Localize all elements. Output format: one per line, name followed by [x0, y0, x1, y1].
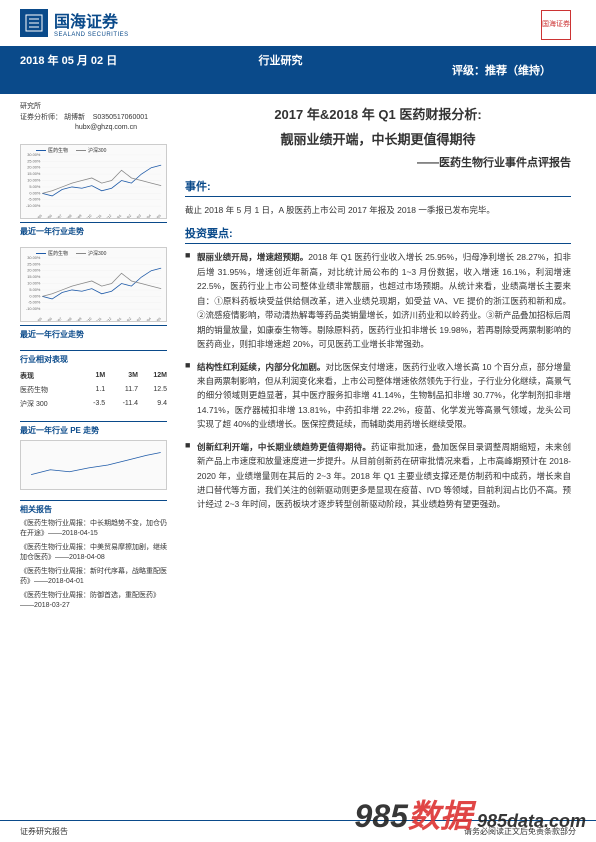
svg-text:-5.00%: -5.00%: [28, 300, 41, 304]
table-row: 医药生物1.111.712.5: [20, 383, 167, 397]
report-title-1: 2017 年&2018 年 Q1 医药财报分析:: [185, 104, 571, 123]
svg-text:15.00%: 15.00%: [27, 172, 41, 176]
banner-rating: 评级：推荐（维持）: [367, 52, 576, 88]
svg-text:17/07: 17/07: [54, 316, 63, 320]
svg-text:10.00%: 10.00%: [27, 178, 41, 182]
left-sidebar: 研究所 证券分析师： 胡博新 S0350517060001 hubx@ghzq.…: [0, 94, 175, 630]
svg-text:0.00%: 0.00%: [29, 191, 41, 195]
svg-text:25.00%: 25.00%: [27, 262, 41, 266]
svg-text:20.00%: 20.00%: [27, 268, 41, 272]
analyst-block: 研究所 证券分析师： 胡博新 S0350517060001 hubx@ghzq.…: [20, 102, 167, 134]
svg-text:20.00%: 20.00%: [27, 165, 41, 169]
event-body: 截止 2018 年 5 月 1 日，A 股医药上市公司 2017 年报及 201…: [185, 203, 571, 217]
bullet-icon: ■: [185, 250, 197, 351]
bullet-icon: ■: [185, 440, 197, 512]
analyst-code: S0350517060001: [93, 114, 148, 121]
perf-title: 行业相对表现: [20, 350, 167, 365]
investment-point: ■结构性红利延续，内部分化加剧。对比医保支付增速，医药行业收入增长高 10 个百…: [185, 360, 571, 432]
analyst-dept: 研究所: [20, 102, 167, 113]
pe-title: 最近一年行业 PE 走势: [20, 421, 167, 436]
svg-text:18/01: 18/01: [113, 213, 122, 217]
svg-text:17/10: 17/10: [84, 316, 93, 320]
related-report: 《医药生物行业周报：中美贸易摩擦加剧，继续加仓医药》——2018-04-08: [20, 543, 167, 564]
svg-text:-10.00%: -10.00%: [26, 204, 41, 208]
svg-text:17/06: 17/06: [44, 213, 53, 217]
footer-right: 请务必阅读正文后免责条款部分: [464, 826, 576, 837]
svg-text:18/03: 18/03: [133, 316, 142, 320]
points-heading: 投资要点:: [185, 225, 571, 244]
svg-text:10.00%: 10.00%: [27, 281, 41, 285]
performance-table: 表现1M3M12M 医药生物1.111.712.5沪深 300-3.5-11.4…: [20, 369, 167, 411]
svg-text:17/05: 17/05: [34, 316, 43, 320]
report-title-2: 靓丽业绩开端，中长期更值得期待: [185, 129, 571, 148]
related-report: 《医药生物行业周报：新时代序幕，战略重配医药》——2018-04-01: [20, 567, 167, 588]
investment-point: ■靓丽业绩开局，增速超预期。2018 年 Q1 医药行业收入增长 25.95%，…: [185, 250, 571, 351]
bullet-icon: ■: [185, 360, 197, 432]
banner: 2018 年 05 月 02 日 行业研究 评级：推荐（维持）: [0, 46, 596, 94]
svg-text:18/02: 18/02: [123, 213, 132, 217]
svg-text:18/05: 18/05: [153, 213, 162, 217]
svg-text:5.00%: 5.00%: [29, 184, 41, 188]
related-report: 《医药生物行业周报：中长期趋势不变，加仓仍在开途》——2018-04-15: [20, 519, 167, 540]
page-footer: 证券研究报告 请务必阅读正文后免责条款部分: [0, 820, 596, 842]
svg-text:18/04: 18/04: [143, 213, 152, 217]
analyst-name: 胡博新: [64, 114, 85, 121]
svg-text:17/08: 17/08: [64, 316, 73, 320]
svg-text:17/06: 17/06: [44, 316, 53, 320]
svg-text:17/09: 17/09: [74, 213, 83, 217]
analyst-label: 证券分析师：: [20, 114, 62, 121]
table-row: 沪深 300-3.5-11.49.4: [20, 397, 167, 411]
svg-text:18/04: 18/04: [143, 316, 152, 320]
svg-text:17/07: 17/07: [54, 213, 63, 217]
svg-text:18/05: 18/05: [153, 316, 162, 320]
svg-text:18/02: 18/02: [123, 316, 132, 320]
event-heading: 事件:: [185, 178, 571, 197]
banner-date: 2018 年 05 月 02 日: [20, 52, 194, 88]
pe-chart: [20, 440, 167, 490]
svg-text:25.00%: 25.00%: [27, 159, 41, 163]
svg-text:17/08: 17/08: [64, 213, 73, 217]
svg-text:0.00%: 0.00%: [29, 294, 41, 298]
logo-icon: [20, 9, 48, 37]
reports-title: 相关报告: [20, 500, 167, 515]
trend-chart-2: 医药生物 沪深300 30.00%25.00%20.00%15.00%10.00…: [20, 247, 167, 322]
svg-text:17/11: 17/11: [94, 213, 103, 217]
svg-text:17/12: 17/12: [104, 213, 113, 217]
main-content: 2017 年&2018 年 Q1 医药财报分析: 靓丽业绩开端，中长期更值得期待…: [175, 94, 596, 630]
company-name-en: SEALAND SECURITIES: [54, 32, 129, 38]
svg-text:18/03: 18/03: [133, 213, 142, 217]
svg-text:17/12: 17/12: [104, 316, 113, 320]
chart1-title: 最近一年行业走势: [20, 222, 167, 237]
banner-category: 行业研究: [194, 52, 368, 88]
svg-text:17/05: 17/05: [34, 213, 43, 217]
company-logo: 国海证券 SEALAND SECURITIES: [20, 8, 129, 38]
svg-text:17/11: 17/11: [94, 316, 103, 320]
investment-point: ■创新红利开端，中长期业绩趋势更值得期待。药证审批加速，叠加医保目录调整周期缩短…: [185, 440, 571, 512]
report-subtitle: ——医药生物行业事件点评报告: [185, 154, 571, 170]
svg-text:17/09: 17/09: [74, 316, 83, 320]
svg-text:17/10: 17/10: [84, 213, 93, 217]
header: 国海证券 SEALAND SECURITIES 国海证券: [0, 0, 596, 46]
company-seal: 国海证券: [541, 10, 571, 40]
analyst-email: hubx@ghzq.com.cn: [20, 123, 167, 134]
company-name-cn: 国海证券: [54, 8, 129, 32]
svg-text:-5.00%: -5.00%: [28, 197, 41, 201]
svg-text:15.00%: 15.00%: [27, 275, 41, 279]
chart2-title: 最近一年行业走势: [20, 325, 167, 340]
footer-left: 证券研究报告: [20, 826, 68, 837]
trend-chart-1: 医药生物 沪深300 30.00%25.00%20.00%15.00%10.00…: [20, 144, 167, 219]
related-report: 《医药生物行业周报：防御首选，重配医药》——2018-03-27: [20, 591, 167, 612]
svg-text:18/01: 18/01: [113, 316, 122, 320]
svg-text:-10.00%: -10.00%: [26, 307, 41, 311]
svg-text:5.00%: 5.00%: [29, 287, 41, 291]
